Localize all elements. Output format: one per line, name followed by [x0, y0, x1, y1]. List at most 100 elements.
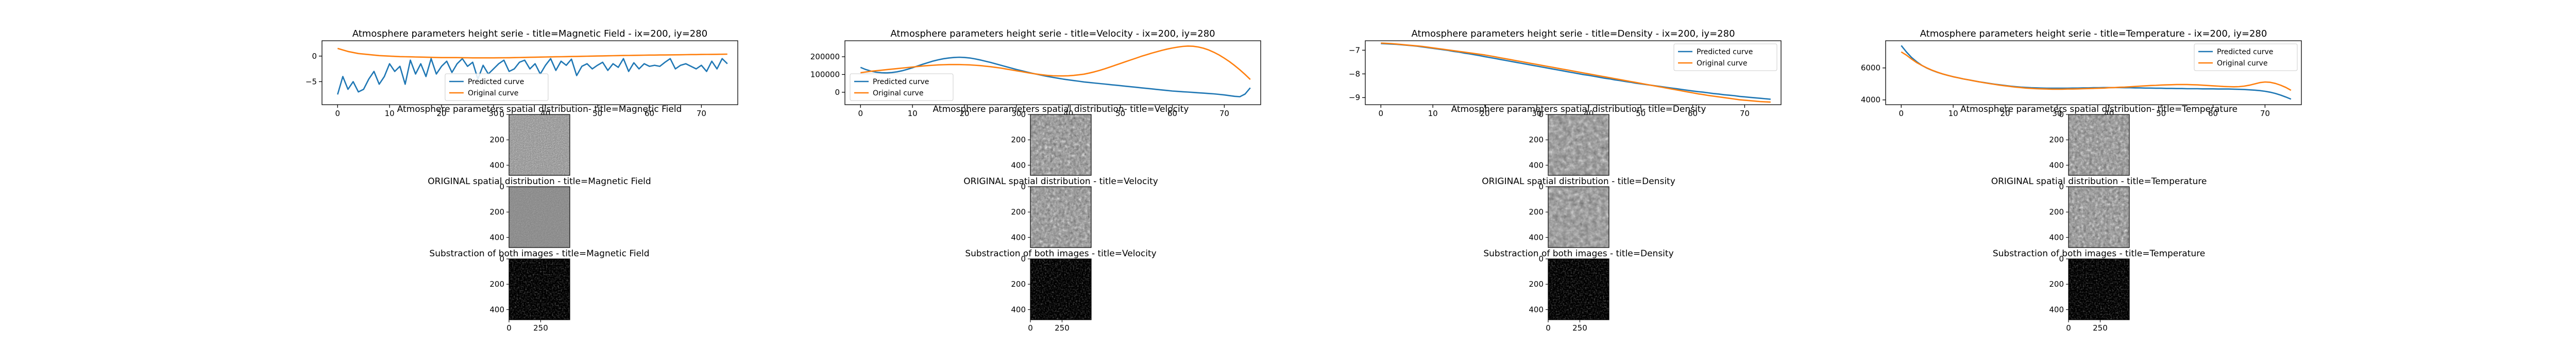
- legend-box: [2194, 43, 2298, 71]
- image-texture: [509, 114, 570, 175]
- x-tick-label: 0: [1899, 109, 1904, 118]
- image-texture: [509, 187, 570, 248]
- x-tick-label: 50: [1636, 109, 1646, 118]
- image-panel-r2-c1: ORIGINAL spatial distribution - title=Ma…: [428, 176, 651, 248]
- image-frame: [509, 186, 570, 248]
- y-tick-label: 400: [1011, 160, 1026, 170]
- image-frame: [2068, 114, 2130, 176]
- x-tick-label: 10: [1428, 109, 1438, 118]
- chart-1: Atmosphere parameters height serie - tit…: [306, 28, 738, 118]
- image-texture: [1030, 114, 1091, 175]
- x-tick-label: 20: [2000, 109, 2010, 118]
- x-tick-label: 50: [2156, 109, 2166, 118]
- legend-box: [850, 73, 954, 101]
- chart-3: Atmosphere parameters height serie - tit…: [1349, 28, 1782, 118]
- y-tick-label: 0: [1538, 254, 1544, 264]
- image-title: Substraction of both images - title=Velo…: [965, 249, 1156, 259]
- y-tick-label: 200: [1529, 280, 1544, 289]
- image-texture: [509, 259, 570, 320]
- x-tick-label: 10: [1948, 109, 1958, 118]
- legend: Predicted curve Original curve: [1673, 43, 1777, 71]
- image-panel-r2-c3: ORIGINAL spatial distribution - title=De…: [1482, 176, 1675, 248]
- series-line-original-curve: [337, 47, 727, 59]
- x-tick-label: 70: [1219, 109, 1229, 118]
- line-charts: Atmosphere parameters height serie - tit…: [306, 28, 2302, 118]
- image-texture: [2069, 187, 2129, 248]
- legend-label: Original curve: [2217, 59, 2267, 68]
- y-tick-label: 0: [1021, 110, 1026, 119]
- image-frame: [2068, 258, 2130, 320]
- y-tick-label: 400: [1011, 305, 1026, 314]
- legend: Predicted curve Original curve: [850, 73, 954, 101]
- legend-label: Original curve: [468, 89, 518, 97]
- y-tick-label: 200: [489, 280, 504, 289]
- y-tick-label: 200: [1011, 280, 1026, 289]
- y-tick-label: 200000: [810, 52, 840, 61]
- x-tick-label: 60: [1167, 109, 1177, 118]
- image-texture: [1030, 259, 1091, 320]
- x-tick-label: 10: [385, 109, 395, 118]
- series-line-original-curve: [1901, 51, 2292, 91]
- plot-frame: [844, 40, 1261, 105]
- image-title: Substraction of both images - title=Magn…: [429, 249, 649, 259]
- legend-box: [445, 73, 549, 101]
- y-tick-label: 200: [1011, 207, 1026, 217]
- x-tick-label: 0: [335, 109, 340, 118]
- image-title: ORIGINAL spatial distribution - title=Ma…: [428, 176, 651, 187]
- x-tick-label: 20: [1480, 109, 1489, 118]
- y-tick-label: 400: [489, 305, 504, 314]
- x-tick-label: 0: [1028, 323, 1033, 333]
- image-frame: [1030, 114, 1092, 176]
- image-panel-r1-c4: Atmosphere parameters spatial distributi…: [1960, 104, 2238, 176]
- y-tick-label: 0: [2059, 254, 2064, 264]
- x-tick-label: 60: [1688, 109, 1698, 118]
- y-tick-label: 400: [1529, 233, 1544, 242]
- x-tick-label: 50: [592, 109, 602, 118]
- chart-4: Atmosphere parameters height serie - tit…: [1861, 28, 2302, 118]
- y-tick-label: 200: [489, 207, 504, 217]
- x-tick-label: 0: [1378, 109, 1383, 118]
- y-tick-label: 0: [499, 110, 504, 119]
- legend-label: Original curve: [1697, 59, 1747, 68]
- legend-label: Predicted curve: [1697, 48, 1753, 56]
- x-tick-label: 0: [506, 323, 512, 333]
- y-tick-label: −8: [1349, 69, 1360, 78]
- y-tick-label: 0: [1021, 254, 1026, 264]
- x-tick-label: 30: [2052, 109, 2062, 118]
- y-tick-label: 200: [2049, 207, 2064, 217]
- x-tick-label: 70: [697, 109, 706, 118]
- image-texture: [1548, 187, 1609, 248]
- legend-label: Predicted curve: [873, 78, 929, 86]
- x-tick-label: 0: [1546, 323, 1551, 333]
- image-texture: [1548, 259, 1609, 320]
- x-tick-label: 20: [959, 109, 969, 118]
- image-panels: Atmosphere parameters spatial distributi…: [397, 104, 2238, 333]
- chart-title: Atmosphere parameters height serie - tit…: [352, 28, 707, 39]
- image-texture: [1030, 187, 1091, 248]
- y-tick-label: 200: [1011, 135, 1026, 144]
- y-tick-label: 0: [835, 88, 840, 97]
- legend-label: Original curve: [873, 89, 923, 97]
- y-tick-label: 400: [2049, 160, 2064, 170]
- y-tick-label: 0: [312, 52, 317, 61]
- y-tick-label: 400: [1011, 233, 1026, 242]
- image-frame: [1030, 258, 1092, 320]
- chart-title: Atmosphere parameters height serie - tit…: [1920, 28, 2267, 39]
- y-tick-label: 0: [2059, 110, 2064, 119]
- image-texture: [2069, 114, 2129, 175]
- image-panel-r1-c2: Atmosphere parameters spatial distributi…: [933, 104, 1189, 176]
- image-title: Atmosphere parameters spatial distributi…: [1451, 104, 1706, 114]
- y-tick-label: 0: [1538, 110, 1544, 119]
- y-tick-label: 400: [2049, 233, 2064, 242]
- y-tick-label: 400: [489, 160, 504, 170]
- legend-label: Predicted curve: [2217, 48, 2273, 56]
- y-tick-label: −7: [1349, 45, 1360, 55]
- image-frame: [509, 114, 570, 176]
- plot-frame: [321, 40, 738, 105]
- image-frame: [509, 258, 570, 320]
- legend-box: [1673, 43, 1777, 71]
- y-tick-label: 200: [2049, 135, 2064, 144]
- image-texture: [1548, 114, 1609, 175]
- x-tick-label: 30: [1011, 109, 1021, 118]
